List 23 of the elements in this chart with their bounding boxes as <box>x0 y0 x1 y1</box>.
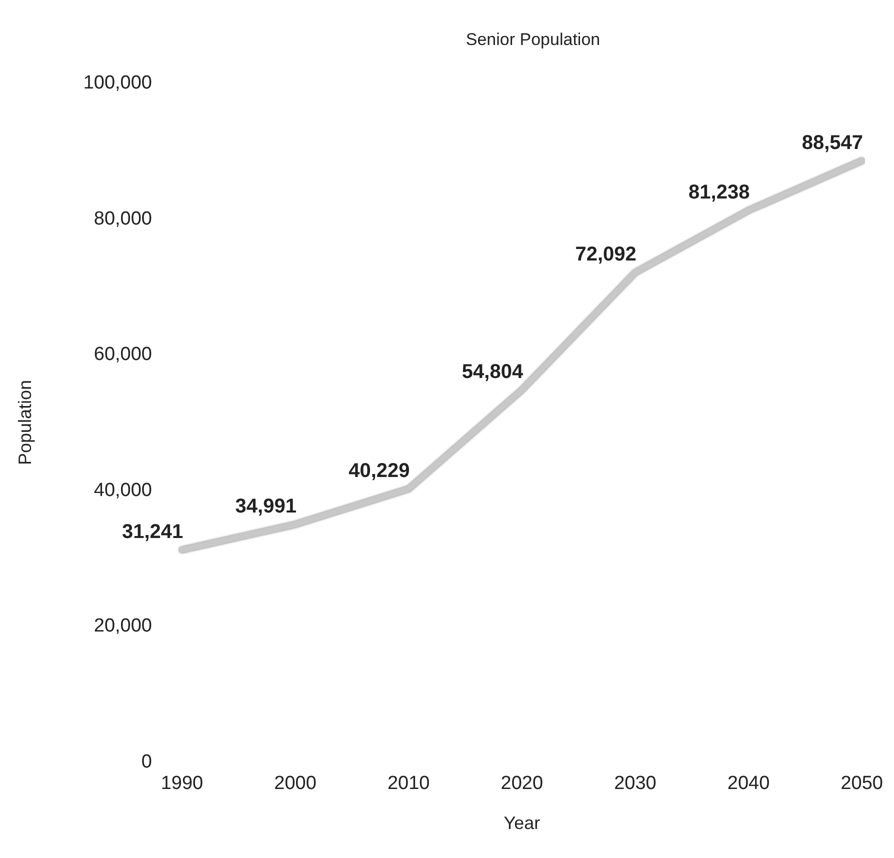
x-tick-label: 1990 <box>160 773 204 794</box>
y-tick-label: 80,000 <box>94 208 152 230</box>
data-label: 34,991 <box>235 495 296 518</box>
x-axis-title: Year <box>504 813 540 833</box>
data-label: 81,238 <box>688 181 750 204</box>
x-tick-label: 2010 <box>387 773 430 794</box>
data-label: 88,547 <box>802 132 864 154</box>
x-tick-label: 2050 <box>840 773 884 794</box>
data-label: 40,229 <box>348 460 410 482</box>
y-tick-label: 0 <box>141 752 152 772</box>
x-tick-label: 2030 <box>614 773 656 794</box>
x-tick-label: 2040 <box>727 773 770 794</box>
y-tick-label: 20,000 <box>94 616 152 637</box>
data-label: 31,241 <box>122 520 184 543</box>
data-label: 54,804 <box>462 360 524 383</box>
x-tick-label: 2000 <box>274 773 316 794</box>
y-tick-label: 40,000 <box>94 480 152 501</box>
data-label: 72,092 <box>575 243 636 266</box>
y-axis-title: Population <box>15 380 35 466</box>
y-tick-label: 100,000 <box>83 72 152 94</box>
y-tick-label: 60,000 <box>94 344 152 366</box>
x-tick-label: 2020 <box>500 773 544 794</box>
chart-title: Senior Population <box>466 30 600 49</box>
